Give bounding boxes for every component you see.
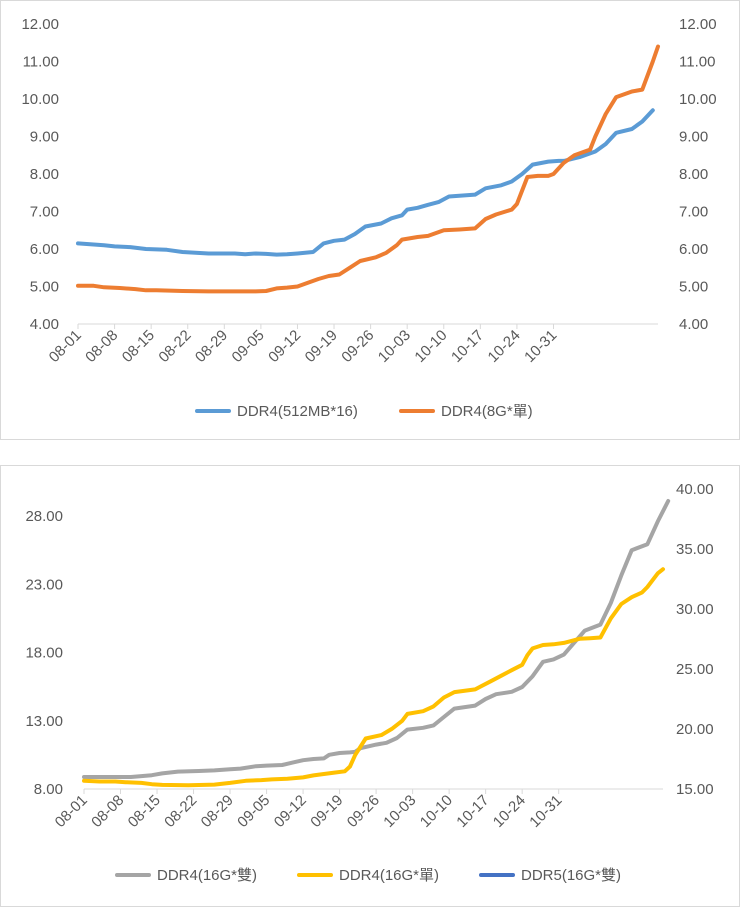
x-tick-label: 09-19 (307, 792, 346, 831)
x-tick-label: 08-15 (125, 792, 164, 831)
y-left-tick-label: 10.00 (21, 91, 59, 108)
y-left-tick-label: 28.00 (25, 508, 63, 525)
chart-panel-top: 08-01 08-08 08-15 08-22 08-29 09-05 09-12 09-19… (0, 0, 740, 440)
y-left-tick-label: 13.00 (25, 713, 63, 730)
y-right-tick-label: 4.00 (679, 316, 708, 333)
y-left-tick-label: 11.00 (23, 54, 59, 71)
x-tick-label: 08-22 (161, 792, 200, 831)
series-line-2 (82, 567, 665, 788)
y-left-tick-label: 6.00 (30, 241, 59, 258)
x-tick-label: 10-17 (448, 327, 487, 366)
x-tick-label: 09-12 (271, 792, 310, 831)
legend-label: DDR4(16G*雙) (157, 867, 257, 884)
y-right-tick-label: 40.00 (676, 481, 714, 498)
legend-label: DDR4(8G*單) (441, 403, 533, 420)
x-tick-label: 10-10 (411, 327, 450, 366)
x-tick-label: 08-29 (192, 327, 231, 366)
legend-label: DDR5(16G*雙) (521, 867, 621, 884)
y-left-tick-label: 12.00 (21, 16, 59, 33)
y-right-tick-label: 7.00 (679, 204, 708, 221)
y-left-tick-label: 9.00 (30, 129, 59, 146)
y-left-tick-label: 23.00 (25, 576, 63, 593)
y-left-tick-label: 18.00 (25, 645, 63, 662)
y-left-tick-label: 8.00 (30, 166, 59, 183)
x-tick-label: 09-05 (234, 792, 273, 831)
chart-top-svg: 08-0108-0808-1508-2208-2909-0509-1209-19… (21, 16, 717, 420)
y-right-tick-label: 15.00 (676, 781, 714, 798)
legend-label: DDR4(16G*單) (339, 867, 439, 884)
x-tick-label: 10-24 (490, 792, 529, 831)
y-right-tick-label: 25.00 (676, 661, 714, 678)
y-right-tick-label: 30.00 (676, 601, 714, 618)
series-line-2 (76, 44, 660, 294)
x-tick-label: 09-12 (265, 327, 304, 366)
y-right-tick-label: 35.00 (676, 541, 714, 558)
x-tick-label: 10-31 (526, 792, 565, 831)
y-right-tick-label: 10.00 (679, 91, 717, 108)
y-right-tick-label: 5.00 (679, 279, 708, 296)
x-tick-label: 09-19 (302, 327, 341, 366)
x-tick-label: 08-15 (119, 327, 158, 366)
x-tick-label: 09-26 (338, 327, 377, 366)
y-right-tick-label: 20.00 (676, 721, 714, 738)
x-tick-label: 08-29 (198, 792, 237, 831)
x-tick-label: 10-03 (380, 792, 419, 831)
y-left-tick-label: 4.00 (30, 316, 59, 333)
x-tick-label: 10-10 (417, 792, 456, 831)
chart-bottom-svg: 08-0108-0808-1508-2208-2909-0509-1209-19… (25, 481, 714, 884)
y-right-tick-label: 8.00 (679, 166, 708, 183)
chart-panel-bottom: 08-01 08-08 08-15 08-22 08-29 09-05 09-12 09-19… (0, 465, 740, 907)
y-left-tick-label: 5.00 (30, 279, 59, 296)
y-right-tick-label: 12.00 (679, 16, 717, 33)
x-tick-label: 08-08 (82, 327, 121, 366)
x-tick-label: 08-22 (155, 327, 194, 366)
series-line-1 (76, 108, 655, 257)
legend-label: DDR4(512MB*16) (237, 403, 358, 420)
x-tick-label: 10-24 (485, 327, 524, 366)
x-tick-label: 10-17 (453, 792, 492, 831)
y-right-tick-label: 9.00 (679, 129, 708, 146)
x-tick-label: 09-26 (344, 792, 383, 831)
y-left-tick-label: 7.00 (30, 204, 59, 221)
x-tick-label: 08-08 (88, 792, 127, 831)
x-tick-label: 10-03 (375, 327, 414, 366)
y-right-tick-label: 11.00 (679, 54, 715, 71)
x-tick-label: 10-31 (521, 327, 560, 366)
y-left-tick-label: 8.00 (34, 781, 63, 798)
x-tick-label: 09-05 (229, 327, 268, 366)
y-right-tick-label: 6.00 (679, 241, 708, 258)
